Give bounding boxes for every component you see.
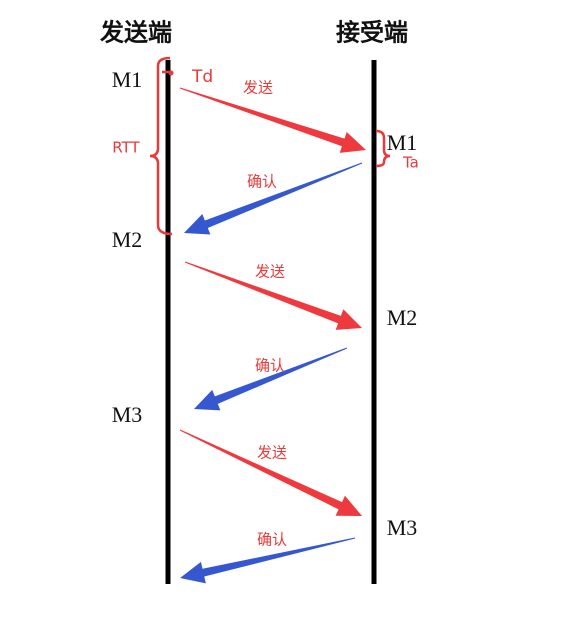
- arrow-label: 发送: [255, 263, 285, 281]
- arrow-label: 发送: [257, 444, 287, 462]
- arrow-label: 确认: [247, 173, 277, 191]
- sender-message: M2: [112, 227, 143, 252]
- message-arrow: [184, 162, 363, 235]
- message-arrow: [179, 429, 362, 516]
- receiver-header: 接受端: [336, 18, 408, 47]
- arrow-label: 发送: [243, 79, 273, 97]
- message-arrow: [194, 347, 348, 411]
- message-arrow: [179, 87, 366, 153]
- message-arrow: [184, 261, 362, 330]
- rtt-brace: [149, 56, 173, 236]
- td-label: Td: [191, 67, 213, 87]
- rtt-label: RTT: [112, 139, 140, 157]
- sender-message: M1: [112, 67, 143, 92]
- receiver-message: M3: [387, 515, 418, 540]
- message-arrow: [180, 537, 356, 584]
- td-marker: [168, 70, 174, 76]
- ta-label: Ta: [402, 154, 419, 172]
- receiver-message: M2: [387, 305, 418, 330]
- sender-message: M3: [112, 402, 143, 427]
- sender-header: 发送端: [99, 18, 172, 47]
- arrow-label: 确认: [255, 357, 285, 375]
- arrow-label: 确认: [257, 531, 287, 549]
- receiver-message: M1: [387, 130, 418, 155]
- ta-brace: [375, 129, 391, 168]
